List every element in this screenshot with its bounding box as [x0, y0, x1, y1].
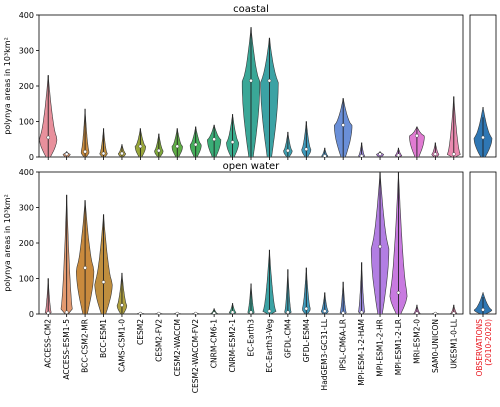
median-marker	[286, 310, 290, 315]
median-marker	[64, 310, 69, 315]
median-marker	[46, 135, 51, 140]
median-marker	[359, 310, 364, 315]
median-marker	[101, 280, 106, 284]
x-tick-label: BCC-ESM1	[99, 319, 108, 358]
x-tick-label: UKESM1-0-LL	[449, 318, 458, 369]
x-tick-label: IPSL-CM6A-LR	[339, 319, 348, 371]
median-marker	[286, 148, 290, 153]
x-tick-label: CESM2-WACCM-FV2	[191, 319, 200, 393]
median-marker	[83, 266, 87, 270]
median-marker	[64, 152, 69, 156]
x-tick-label: CESM2	[136, 319, 145, 345]
x-tick-label: ACCESS-CM2	[44, 319, 53, 368]
x-tick-label: MPI-ESM1-2-HR	[376, 319, 385, 377]
y-tick-label: 0	[29, 153, 34, 162]
x-tick-label: CESM2-FV2	[154, 319, 163, 362]
y-axis-label: polynya areas in 10³km²	[3, 194, 12, 292]
y-tick-label: 400	[19, 168, 34, 177]
median-marker	[481, 135, 485, 140]
x-tick-label: EC-Earth3-Veg	[265, 319, 274, 373]
panel-title: open water	[223, 161, 281, 172]
x-tick-label: CESM2-WACCM	[173, 319, 182, 376]
y-tick-label: 300	[19, 204, 34, 213]
median-marker	[120, 303, 124, 307]
median-marker	[249, 310, 253, 315]
median-marker	[304, 306, 309, 311]
chart-panels: coastal 0 100 200 300 400 polynya areas in 10³…	[3, 4, 497, 319]
x-tick-label: CNRM-ESM2-1	[228, 319, 237, 373]
median-marker	[481, 307, 485, 312]
x-tick-label: CNRM-CM6-1	[210, 319, 219, 368]
median-marker	[396, 290, 401, 295]
x-tick-label: MPI-ESM-1-2-HAM	[357, 319, 366, 386]
x-tick-label: SAM0-UNICON	[431, 319, 440, 373]
x-tick-label: EC-Earth3	[247, 319, 256, 357]
median-marker	[230, 140, 235, 144]
median-marker	[175, 144, 180, 149]
median-marker	[433, 152, 438, 156]
median-marker	[322, 309, 327, 313]
median-marker	[212, 137, 216, 142]
median-marker	[249, 78, 253, 83]
observations-label-line: OBSERVATIONS	[475, 319, 484, 377]
x-tick-label: MPI-ESM1-2-LR	[394, 319, 403, 375]
observations-label-line: (2010-2020)	[484, 319, 493, 366]
x-tick-labels: ACCESS-CM2 ACCESS-ESM1-5 BCC-CSM2-MR BCC-ES…	[44, 318, 459, 393]
median-marker	[451, 152, 456, 156]
panel-1: open water 0 100 200 300 400 polynya areas in …	[3, 161, 497, 319]
x-tick-label: BCC-CSM2-MR	[81, 319, 90, 373]
median-marker	[267, 78, 272, 83]
y-tick-label: 200	[19, 239, 34, 248]
median-marker	[193, 142, 198, 147]
x-tick-label: MRI-ESM2-0	[412, 319, 421, 364]
x-tick-label: GFDL-CM4	[283, 319, 292, 358]
x-tick-label: CAMS-CSM1-0	[117, 319, 126, 372]
median-marker	[157, 148, 161, 153]
panel-0: coastal 0 100 200 300 400 polynya areas in 10³…	[3, 4, 497, 162]
y-axis-label: polynya areas in 10³km²	[3, 37, 12, 135]
x-tick-label: ACCESS-ESM1-5	[62, 319, 71, 380]
median-marker	[415, 133, 419, 138]
x-tick-label: HadGEM3-GC31-LL	[320, 318, 329, 390]
x-tick-label: GFDL-ESM4	[302, 319, 311, 363]
y-tick-label: 400	[19, 11, 34, 20]
median-marker	[101, 151, 106, 156]
median-marker	[304, 147, 309, 151]
y-tick-label: 100	[19, 118, 34, 127]
median-marker	[378, 244, 382, 249]
median-marker	[396, 153, 401, 158]
median-marker	[138, 144, 143, 149]
median-marker	[341, 123, 345, 127]
median-marker	[120, 151, 124, 156]
y-tick-label: 100	[19, 275, 34, 284]
median-marker	[378, 152, 382, 156]
y-tick-label: 300	[19, 47, 34, 56]
median-marker	[230, 310, 235, 315]
median-marker	[83, 149, 87, 154]
y-tick-label: 0	[29, 310, 34, 319]
panel-title: coastal	[233, 4, 269, 15]
median-marker	[267, 309, 272, 313]
observations-label: OBSERVATIONS (2010-2020)	[475, 319, 493, 377]
y-tick-label: 200	[19, 82, 34, 91]
